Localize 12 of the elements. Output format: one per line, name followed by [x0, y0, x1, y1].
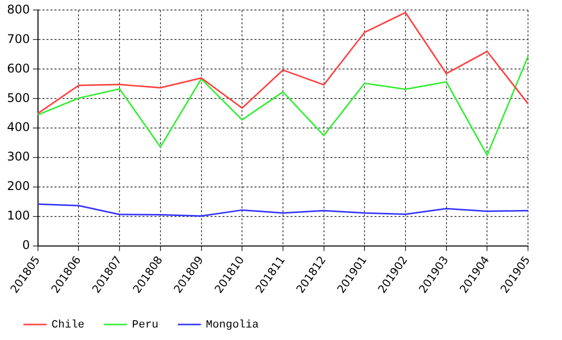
y-tick-label: 500 — [7, 90, 30, 105]
y-tick-label: 700 — [7, 32, 30, 46]
y-tick-label: 600 — [7, 61, 30, 76]
legend-label: Peru — [132, 319, 158, 332]
y-tick-label: 800 — [7, 2, 30, 16]
y-tick-label: 200 — [7, 179, 30, 194]
legend-label: Mongolia — [206, 319, 260, 332]
y-tick-label: 400 — [7, 120, 30, 134]
legend-label: Chile — [52, 319, 85, 332]
y-tick-label: 0 — [22, 238, 30, 252]
y-tick-label: 100 — [7, 208, 30, 223]
y-tick-label: 300 — [7, 150, 30, 164]
